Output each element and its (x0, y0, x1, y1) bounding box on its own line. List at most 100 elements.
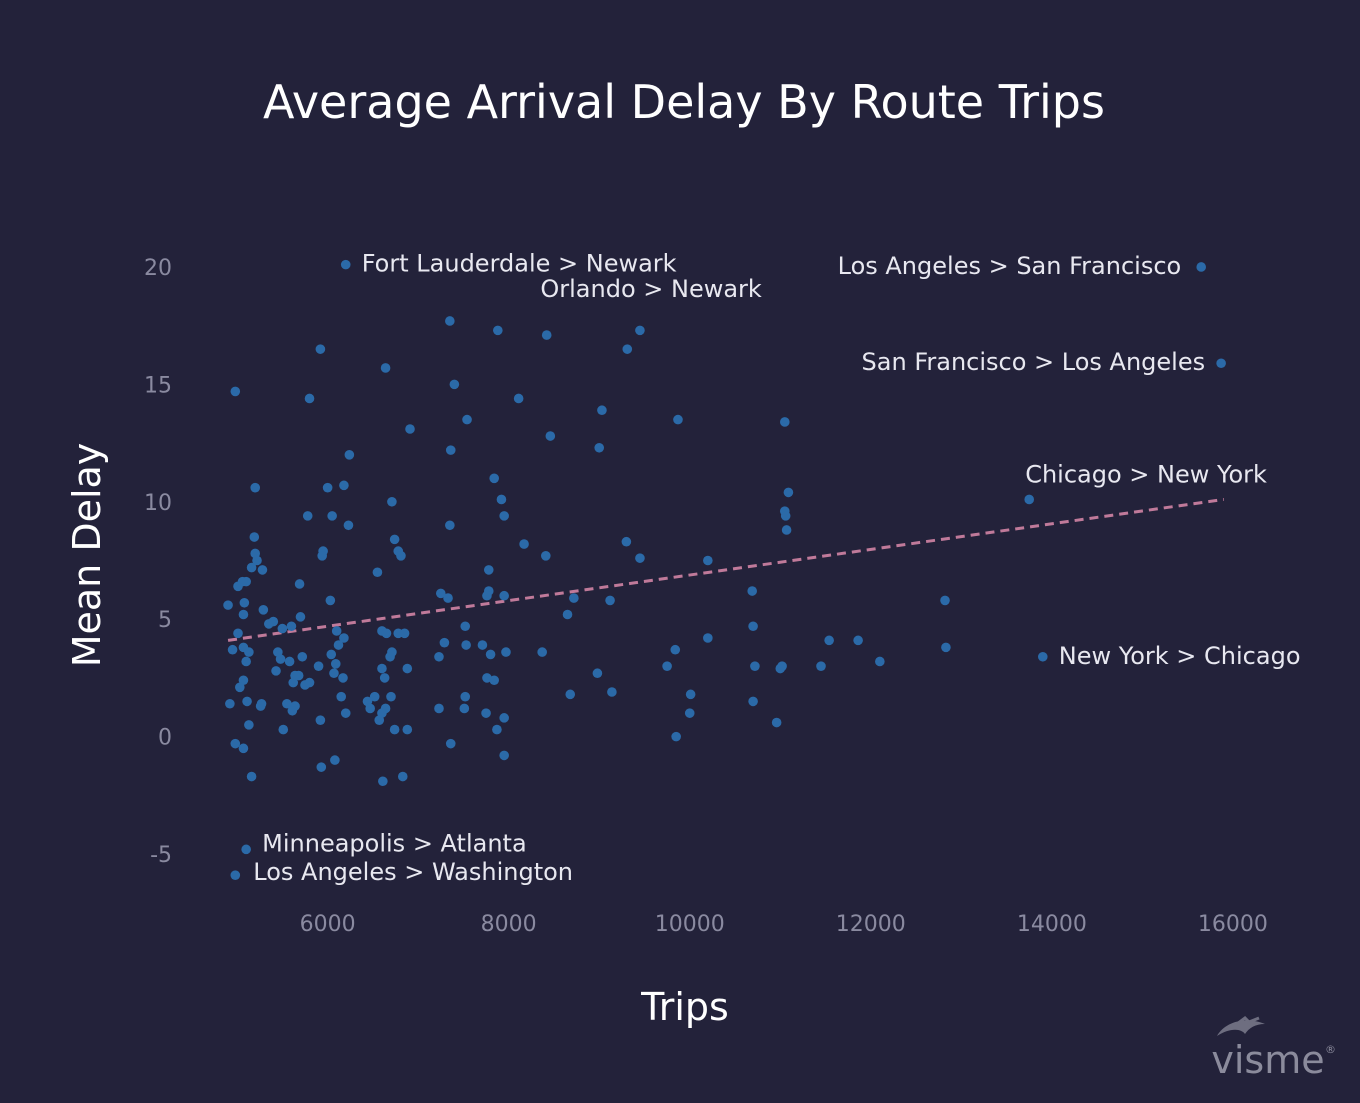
y-tick-label: 10 (144, 491, 172, 516)
data-point (381, 628, 392, 639)
data-point (460, 691, 471, 702)
data-point (340, 708, 351, 718)
data-point (255, 701, 266, 711)
data-point (748, 621, 758, 632)
data-point (445, 316, 455, 326)
data-point (302, 511, 313, 521)
data-point (278, 724, 289, 735)
annotation-label: Los Angeles > Washington (253, 858, 573, 886)
y-tick-label: -5 (150, 843, 172, 868)
data-point (246, 562, 257, 573)
data-point (271, 666, 281, 676)
data-point (275, 654, 286, 664)
data-point (607, 687, 617, 697)
data-point (781, 525, 792, 535)
annotation-label: Minneapolis > Atlanta (262, 829, 527, 857)
data-point (703, 555, 713, 566)
data-point (492, 724, 502, 735)
data-point (703, 633, 713, 643)
data-point (297, 651, 308, 662)
data-point (816, 661, 826, 671)
data-point (389, 534, 400, 545)
data-point (399, 628, 410, 639)
data-point (405, 424, 415, 434)
data-point (369, 691, 380, 702)
trend-line (227, 497, 1225, 642)
data-point (257, 565, 268, 575)
data-point (783, 487, 794, 498)
data-point (402, 663, 413, 674)
data-point (771, 717, 782, 728)
data-point (326, 649, 337, 660)
data-point (304, 677, 315, 688)
data-point (460, 621, 471, 632)
data-point (461, 640, 471, 650)
data-point (344, 450, 355, 460)
data-point (230, 386, 241, 397)
data-point (671, 731, 681, 742)
y-axis-label: Mean Delay (65, 443, 109, 668)
data-point (286, 621, 297, 632)
data-point (288, 677, 299, 688)
data-point (330, 659, 341, 669)
data-point (496, 494, 507, 505)
data-point (230, 870, 241, 880)
data-point (386, 691, 396, 702)
x-tick-label: 8000 (481, 912, 537, 937)
data-point (489, 675, 500, 686)
data-point (594, 442, 605, 453)
data-point (449, 379, 460, 390)
data-point (284, 656, 295, 667)
data-point (853, 635, 863, 646)
data-point (374, 715, 385, 725)
data-point (1216, 358, 1226, 369)
data-point (282, 698, 292, 709)
data-point (249, 532, 260, 542)
data-point (662, 661, 672, 671)
data-point (541, 330, 552, 340)
x-tick-label: 16000 (1198, 912, 1268, 937)
annotation-label: New York > Chicago (1059, 642, 1301, 670)
data-point (562, 609, 573, 620)
data-point (242, 696, 252, 707)
data-point (434, 703, 444, 714)
data-point (445, 520, 455, 531)
data-point (343, 520, 354, 531)
data-point (824, 635, 834, 646)
data-point (372, 567, 383, 578)
data-point (780, 511, 791, 521)
data-point (621, 536, 632, 547)
data-point (227, 644, 238, 655)
data-point (238, 675, 249, 686)
data-point (238, 743, 249, 754)
data-point (499, 750, 509, 761)
data-point (322, 482, 333, 493)
data-point (241, 656, 251, 667)
data-point (622, 344, 633, 354)
data-point (277, 623, 288, 634)
data-point (315, 715, 326, 725)
data-point (439, 637, 450, 648)
data-point (605, 595, 615, 606)
data-point (501, 647, 511, 657)
x-tick-label: 10000 (655, 912, 725, 937)
data-point (396, 551, 406, 561)
logo-text: visme (1211, 1038, 1324, 1082)
visme-logo: visme ® (1211, 1016, 1336, 1082)
data-point (1024, 494, 1035, 505)
data-point (402, 724, 413, 735)
data-point (287, 705, 298, 716)
data-point (499, 713, 509, 723)
data-point (250, 482, 261, 493)
data-point (378, 776, 388, 787)
data-point (443, 593, 453, 603)
data-point (333, 640, 344, 650)
data-point (237, 576, 248, 587)
data-point (673, 414, 683, 425)
data-point (313, 661, 324, 671)
data-point (485, 649, 496, 660)
data-point (513, 393, 524, 404)
data-point (304, 393, 315, 404)
